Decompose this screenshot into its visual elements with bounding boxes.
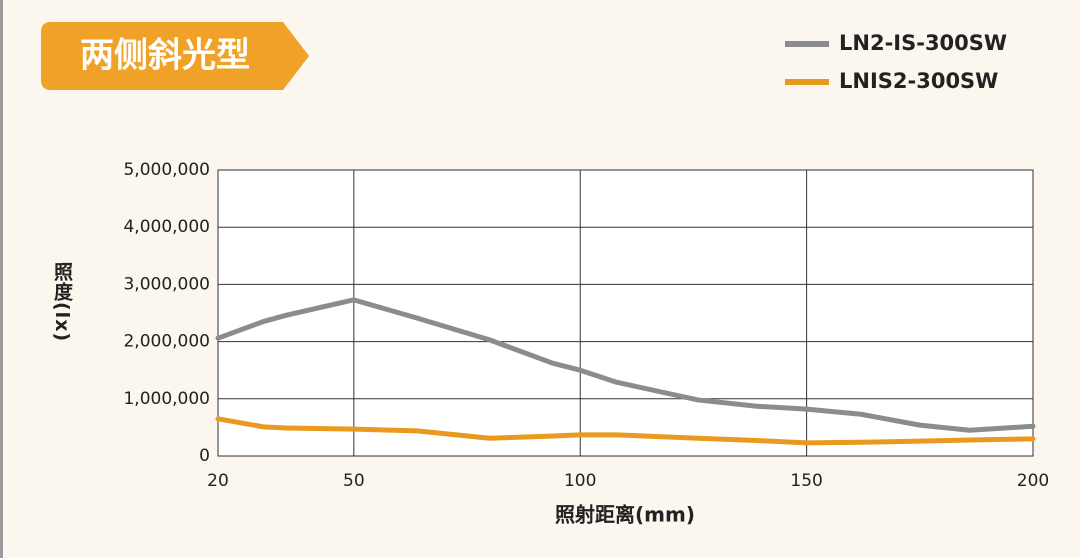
series-line: [215, 416, 1036, 446]
x-tick-label: 150: [790, 471, 822, 491]
y-tick-label: 1,000,000: [123, 389, 210, 409]
x-tick-label: 20: [207, 471, 229, 491]
y-tick-label: 2,000,000: [123, 332, 210, 352]
chart-title: 两侧斜光型: [80, 36, 250, 76]
x-tick-label: 100: [564, 471, 596, 491]
x-tick-label: 50: [343, 471, 365, 491]
y-tick-label: 0: [199, 446, 210, 466]
y-tick-label: 5,000,000: [123, 160, 210, 180]
legend-label: LN2-IS-300SW: [839, 31, 1007, 55]
chart: 两侧斜光型 照射距离(mm) 0 1,000,000 2,000,000 3,000,…: [41, 22, 1049, 527]
y-axis-label: 照度(lx): [51, 262, 73, 343]
title-badge: [41, 22, 309, 90]
plot-area: [217, 169, 1034, 457]
series-line: [215, 297, 1036, 433]
y-tick-label: 4,000,000: [123, 217, 210, 237]
x-tick-label: 200: [1017, 471, 1049, 491]
x-axis-label: 照射距离(mm): [555, 503, 695, 527]
y-tick-label: 3,000,000: [123, 274, 210, 294]
legend-label: LNIS2-300SW: [839, 69, 998, 93]
